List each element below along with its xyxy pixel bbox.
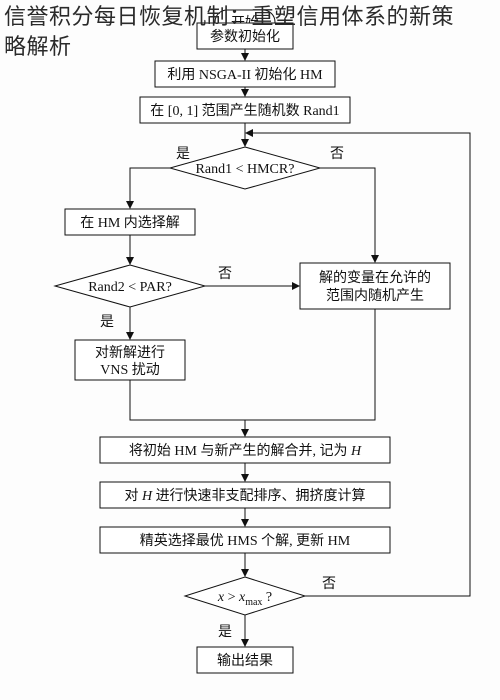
svg-text:在 HM 内选择解: 在 HM 内选择解 — [80, 215, 180, 231]
svg-text:在 [0, 1] 范围产生随机数 Rand1: 在 [0, 1] 范围产生随机数 Rand1 — [150, 102, 339, 119]
svg-text:精英选择最优 HMS 个解, 更新 HM: 精英选择最优 HMS 个解, 更新 HM — [140, 532, 351, 549]
page-title: 信誉积分每日恢复机制：重塑信用体系的新策略解析 — [4, 2, 474, 61]
branch-label-no-3: 否 — [322, 577, 336, 592]
branch-label-yes-3: 是 — [218, 625, 232, 640]
branch-label-yes-1: 是 — [176, 147, 190, 162]
svg-text:解的变量在允许的: 解的变量在允许的 — [319, 270, 431, 286]
node-vns-perturb: 对新解进行 VNS 扰动 — [75, 340, 185, 380]
node-decision-par: Rand2 < PAR? — [55, 265, 205, 307]
svg-text:Rand1 < HMCR?: Rand1 < HMCR? — [196, 162, 295, 177]
edge-d1-randvar — [320, 168, 375, 262]
svg-text:范围内随机产生: 范围内随机产生 — [326, 287, 424, 304]
branch-label-no-2: 否 — [218, 267, 232, 282]
node-select-in-hm: 在 HM 内选择解 — [65, 209, 195, 235]
svg-text:利用 NSGA-II 初始化 HM: 利用 NSGA-II 初始化 HM — [167, 66, 323, 83]
node-nondominated-sort: 对 H 进行快速非支配排序、拥挤度计算 — [100, 482, 390, 508]
svg-text:对新解进行: 对新解进行 — [95, 345, 165, 361]
svg-text:Rand2 < PAR?: Rand2 < PAR? — [88, 280, 172, 295]
svg-text:对 H 进行快速非支配排序、拥挤度计算: 对 H 进行快速非支配排序、拥挤度计算 — [124, 488, 365, 504]
node-random-variable: 解的变量在允许的 范围内随机产生 — [300, 263, 450, 309]
branch-label-no-1: 否 — [330, 147, 344, 162]
svg-text:输出结果: 输出结果 — [217, 653, 273, 669]
svg-text:VNS 扰动: VNS 扰动 — [100, 362, 160, 378]
edge-d1-selHM — [130, 168, 170, 208]
node-output: 输出结果 — [197, 647, 293, 673]
edge-randvar-merge — [245, 309, 375, 420]
flowchart-canvas: 是 否 否 是 是 否 开始 参数初始化 利用 NSGA-II 初始化 HM 在… — [0, 0, 500, 700]
node-decision-hmcr: Rand1 < HMCR? — [170, 147, 320, 189]
svg-text:将初始 HM 与新产生的解合并, 记为 H: 将初始 HM 与新产生的解合并, 记为 H — [129, 442, 362, 459]
branch-label-yes-2: 是 — [100, 315, 114, 330]
node-merge-h: 将初始 HM 与新产生的解合并, 记为 H — [100, 437, 390, 463]
node-decision-xmax: x > xmax ? — [185, 577, 305, 615]
edge-vns-merge — [130, 380, 245, 436]
node-init-hm: 利用 NSGA-II 初始化 HM — [155, 61, 335, 87]
node-elite-select: 精英选择最优 HMS 个解, 更新 HM — [100, 527, 390, 553]
node-gen-rand1: 在 [0, 1] 范围产生随机数 Rand1 — [140, 97, 350, 123]
